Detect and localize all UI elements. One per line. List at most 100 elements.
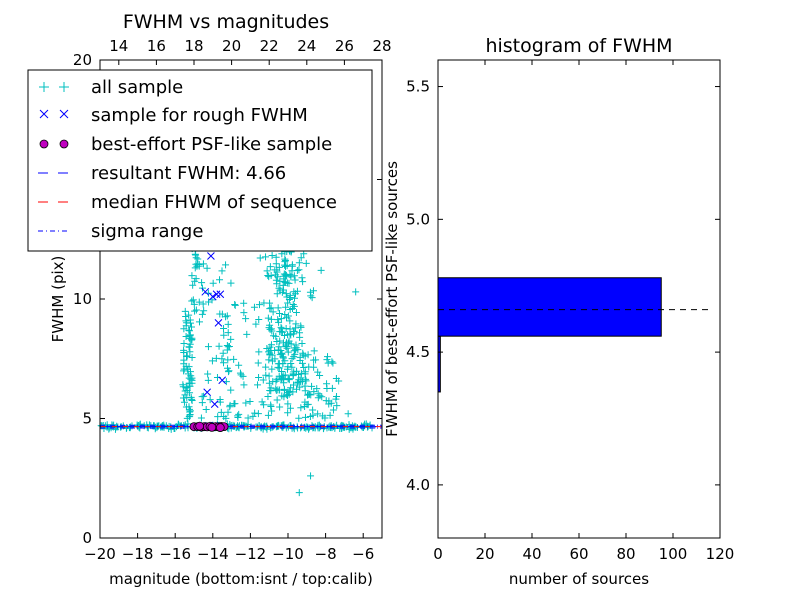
all-sample-point [328,358,336,366]
all-sample-point [308,382,316,390]
all-sample-point [249,412,257,420]
all-sample-point [208,357,216,365]
psf-sample-point [215,423,225,432]
legend-label-all-sample: all sample [91,77,183,98]
all-sample-point [307,292,315,300]
all-sample-point [224,408,232,416]
all-sample-point [301,382,309,390]
all-sample-point [273,396,281,404]
all-sample-point [301,398,309,406]
all-sample-point [188,354,196,362]
all-sample-point [220,359,228,367]
all-sample-point [284,363,292,371]
all-sample-point [286,291,294,299]
all-sample-point [323,384,331,392]
all-sample-point [278,367,286,375]
all-sample-point [293,266,301,274]
all-sample-point [198,310,206,318]
right-histogram-panel: 0 20 40 60 80 100 120 4.0 4.5 5.0 5.5 histogram of… [383,35,734,588]
all-sample-point [265,372,273,380]
legend-marker-psf-sample [39,139,69,149]
all-sample-point [274,422,282,430]
all-sample-point [310,388,318,396]
all-sample-point [204,376,212,384]
right-data-layer [437,277,709,393]
all-sample-point [276,403,284,411]
legend-label-rough-sample: sample for rough FWHM [91,105,308,126]
all-sample-point [255,315,263,323]
top-x-tick-label: 20 [222,37,241,55]
all-sample-point [289,372,297,380]
all-sample-point [182,322,190,330]
all-sample-point [268,365,276,373]
rough-sample-point [208,292,217,301]
histogram-bar [437,277,662,337]
all-sample-point [123,424,131,432]
all-sample-point [243,330,251,338]
all-sample-point [267,346,275,354]
all-sample-point [284,400,292,408]
left-y-tick-label: 5 [82,410,92,428]
all-sample-point [255,373,263,381]
left-x-tick-label: −14 [197,545,229,563]
all-sample-point [279,354,287,362]
all-sample-point [281,311,289,319]
all-sample-point [180,398,188,406]
all-sample-point [209,279,217,287]
all-sample-point [179,381,187,389]
all-sample-point [276,277,284,285]
left-x-tick-label: −6 [352,545,374,563]
all-sample-point [292,320,300,328]
all-sample-point [298,359,306,367]
all-sample-point [272,386,280,394]
all-sample-point [272,377,280,385]
right-y-tick-label: 4.5 [406,343,430,361]
all-sample-point [283,314,291,322]
all-sample-point [281,261,289,269]
all-sample-point [277,315,285,323]
top-x-tick-label: 14 [109,37,128,55]
all-sample-point [266,299,274,307]
all-sample-point [295,266,303,274]
all-sample-point [280,385,288,393]
all-sample-point [224,368,232,376]
all-sample-point [195,260,203,268]
all-sample-point [313,385,321,393]
all-sample-point [297,254,305,262]
all-sample-point [191,277,199,285]
all-sample-point [206,396,214,404]
all-sample-point [198,279,206,287]
all-sample-point [236,369,244,377]
all-sample-point [237,371,245,379]
all-sample-point [301,368,309,376]
all-sample-point [183,353,191,361]
all-sample-point [195,298,203,306]
all-sample-point [326,411,334,419]
all-sample-point [325,400,333,408]
all-sample-point [182,333,190,340]
all-sample-point [180,360,188,368]
all-sample-point [217,408,225,416]
all-sample-point [266,263,274,271]
all-sample-point [278,288,286,296]
all-sample-point [199,300,207,308]
all-sample-point [200,307,208,315]
all-sample-point [274,273,282,281]
all-sample-point [273,266,281,274]
all-sample-point [273,337,281,345]
all-sample-point [275,372,283,380]
left-x-tick-label: −8 [315,545,337,563]
all-sample-point [192,306,200,314]
all-sample-point [295,414,303,422]
all-sample-point [275,318,283,326]
all-sample-point [186,368,194,376]
all-sample-point [290,272,298,280]
all-sample-point [294,346,302,354]
all-sample-point [290,302,298,310]
all-sample-point [283,293,291,301]
all-sample-point [227,279,235,287]
all-sample-point [309,406,317,414]
all-sample-point [180,340,188,348]
all-sample-point [291,294,299,302]
all-sample-point [309,287,317,295]
